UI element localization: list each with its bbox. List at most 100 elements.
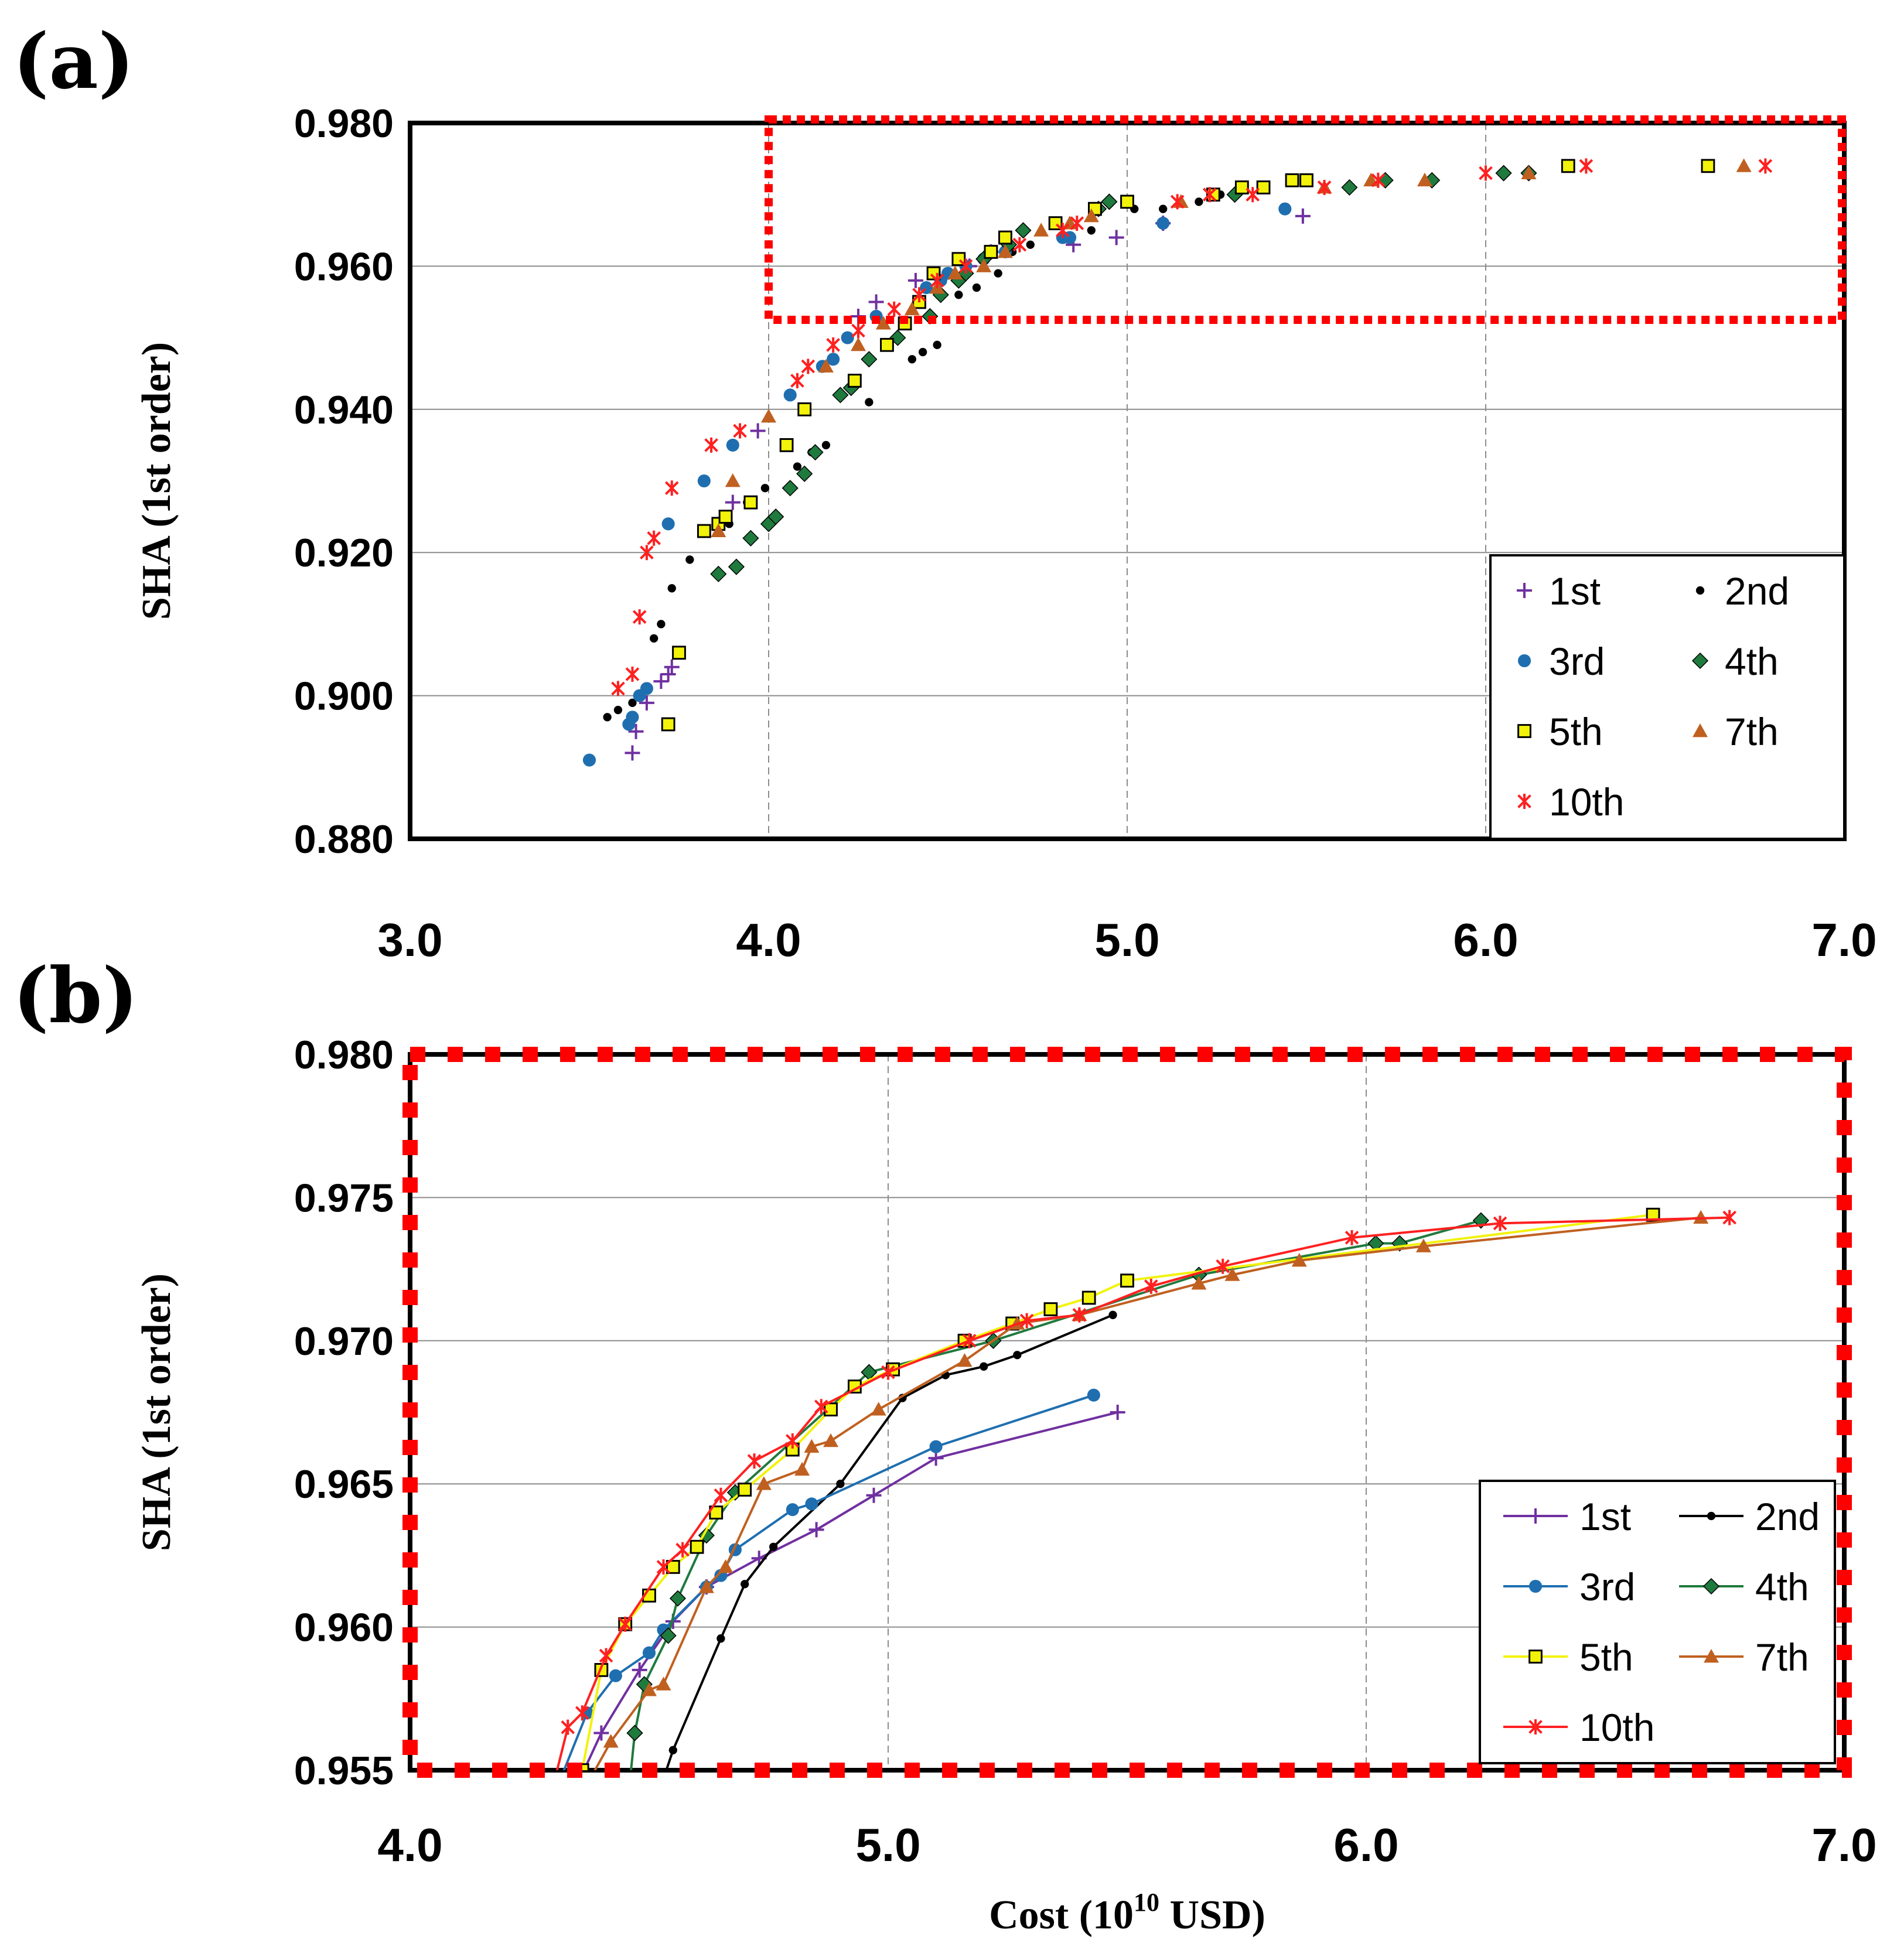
data-point-7th [725, 473, 741, 487]
data-point-7th [804, 1439, 820, 1453]
y-tick-label: 0.955 [294, 1749, 394, 1793]
legend-marker-1st [1517, 583, 1532, 598]
legend-marker-3rd [1528, 1579, 1543, 1593]
zoom-region-box [765, 115, 1846, 325]
data-point-4th [861, 351, 878, 368]
x-tick-label: 6.0 [1333, 1819, 1398, 1871]
data-point-2nd [907, 355, 916, 364]
legend-item: 2nd [1695, 569, 1789, 613]
data-point-4th [1377, 172, 1394, 189]
data-point-7th [1415, 1238, 1431, 1252]
legend-marker-5th [1528, 1650, 1543, 1664]
data-point-5th [824, 1402, 838, 1417]
legend-marker-2nd [1707, 1511, 1716, 1521]
y-tick-label: 0.940 [294, 388, 394, 432]
data-point-1st [1110, 1405, 1125, 1420]
legend-marker-7th [1693, 723, 1708, 737]
data-point-3rd [805, 1497, 818, 1511]
data-point-7th [756, 1476, 772, 1490]
series-line-1st [582, 1411, 1118, 1770]
data-point-10th [561, 1719, 575, 1735]
data-point-3rd [827, 353, 840, 366]
data-point-5th [1299, 173, 1313, 187]
data-point-5th [718, 510, 733, 524]
data-point-5th [998, 230, 1012, 245]
data-point-5th [1120, 1273, 1134, 1288]
data-point-4th [626, 1725, 643, 1742]
plot-area [582, 158, 1773, 767]
data-point-1st [625, 745, 640, 761]
data-point-5th [1256, 180, 1271, 194]
y-tick-label: 0.975 [294, 1176, 394, 1220]
legend-item: 1st [1503, 1495, 1631, 1538]
legend-marker-2nd [1695, 586, 1705, 595]
data-point-7th [1736, 158, 1752, 172]
data-point-5th [847, 374, 862, 388]
data-point-4th [1101, 193, 1118, 210]
legend-item: 5th [1503, 1635, 1633, 1679]
data-point-2nd [980, 1362, 988, 1371]
data-point-7th [818, 358, 834, 373]
data-point-4th [767, 508, 784, 525]
legend: 1st 2nd 3rd 4th 5th 7th 10th [1479, 1480, 1836, 1764]
data-point-2nd [760, 484, 770, 493]
data-point-2nd [994, 269, 1002, 278]
data-point-2nd [1159, 204, 1168, 213]
data-point-5th [672, 646, 686, 660]
y-tick-label: 0.960 [294, 244, 394, 289]
data-point-10th [1579, 158, 1594, 174]
x-tick-label: 6.0 [1453, 914, 1518, 966]
data-point-7th [904, 301, 920, 316]
data-point-1st [866, 1487, 882, 1503]
data-point-7th [947, 265, 963, 280]
data-point-5th [743, 495, 758, 510]
data-point-10th [647, 530, 661, 546]
data-point-7th [603, 1734, 619, 1748]
legend-item: 3rd [1517, 640, 1605, 683]
data-point-3rd [1087, 1388, 1100, 1402]
legend-label: 1st [1549, 569, 1601, 613]
data-point-2nd [657, 620, 666, 629]
data-point-2nd [1195, 197, 1203, 206]
legend: 1st 2nd 3rd 4th 5th 7th 10th [1489, 554, 1845, 840]
data-point-10th [1070, 216, 1084, 231]
panel-b-line-chart: (b) 0.955 0.960 0.965 0.970 0.975 0.980 4.0 5.0 6… [13, 951, 1877, 1938]
legend-marker-7th [1704, 1649, 1719, 1663]
legend-item: 10th [1517, 780, 1624, 824]
data-point-10th [801, 358, 816, 374]
legend-item: 2nd [1679, 1495, 1820, 1538]
data-point-1st [808, 1522, 824, 1538]
data-point-1st [653, 674, 669, 689]
data-point-10th [632, 609, 647, 625]
data-point-2nd [972, 283, 981, 292]
data-point-3rd [697, 474, 711, 488]
series-line-2nd [665, 1313, 1114, 1770]
y-axis-label: SHA (1st order) [134, 342, 179, 620]
legend-label: 4th [1725, 640, 1779, 683]
data-point-3rd [552, 1778, 565, 1791]
legend-item: 7th [1693, 710, 1779, 753]
legend-box [1489, 554, 1845, 840]
panel-label: (b) [13, 951, 138, 1040]
data-point-10th [790, 373, 804, 388]
data-point-10th [1722, 1210, 1736, 1225]
data-point-5th [690, 1539, 704, 1554]
data-point-10th [1758, 158, 1773, 174]
data-point-2nd [821, 441, 831, 450]
data-point-7th [957, 1353, 973, 1367]
data-point-2nd [741, 1580, 749, 1589]
legend-label: 1st [1579, 1495, 1631, 1538]
data-point-2nd [793, 462, 802, 471]
data-point-10th [704, 437, 718, 453]
x-tick-label: 5.0 [1094, 914, 1159, 966]
data-point-4th [617, 1820, 633, 1835]
data-point-10th [881, 1364, 895, 1380]
legend-item: 7th [1679, 1635, 1809, 1679]
data-point-3rd [582, 753, 596, 767]
data-point-10th [664, 480, 679, 496]
data-point-4th [1015, 222, 1032, 239]
data-point-1st [628, 723, 644, 739]
data-point-1st [664, 659, 680, 675]
data-point-10th [1144, 1278, 1158, 1294]
data-point-7th [1224, 1267, 1240, 1281]
